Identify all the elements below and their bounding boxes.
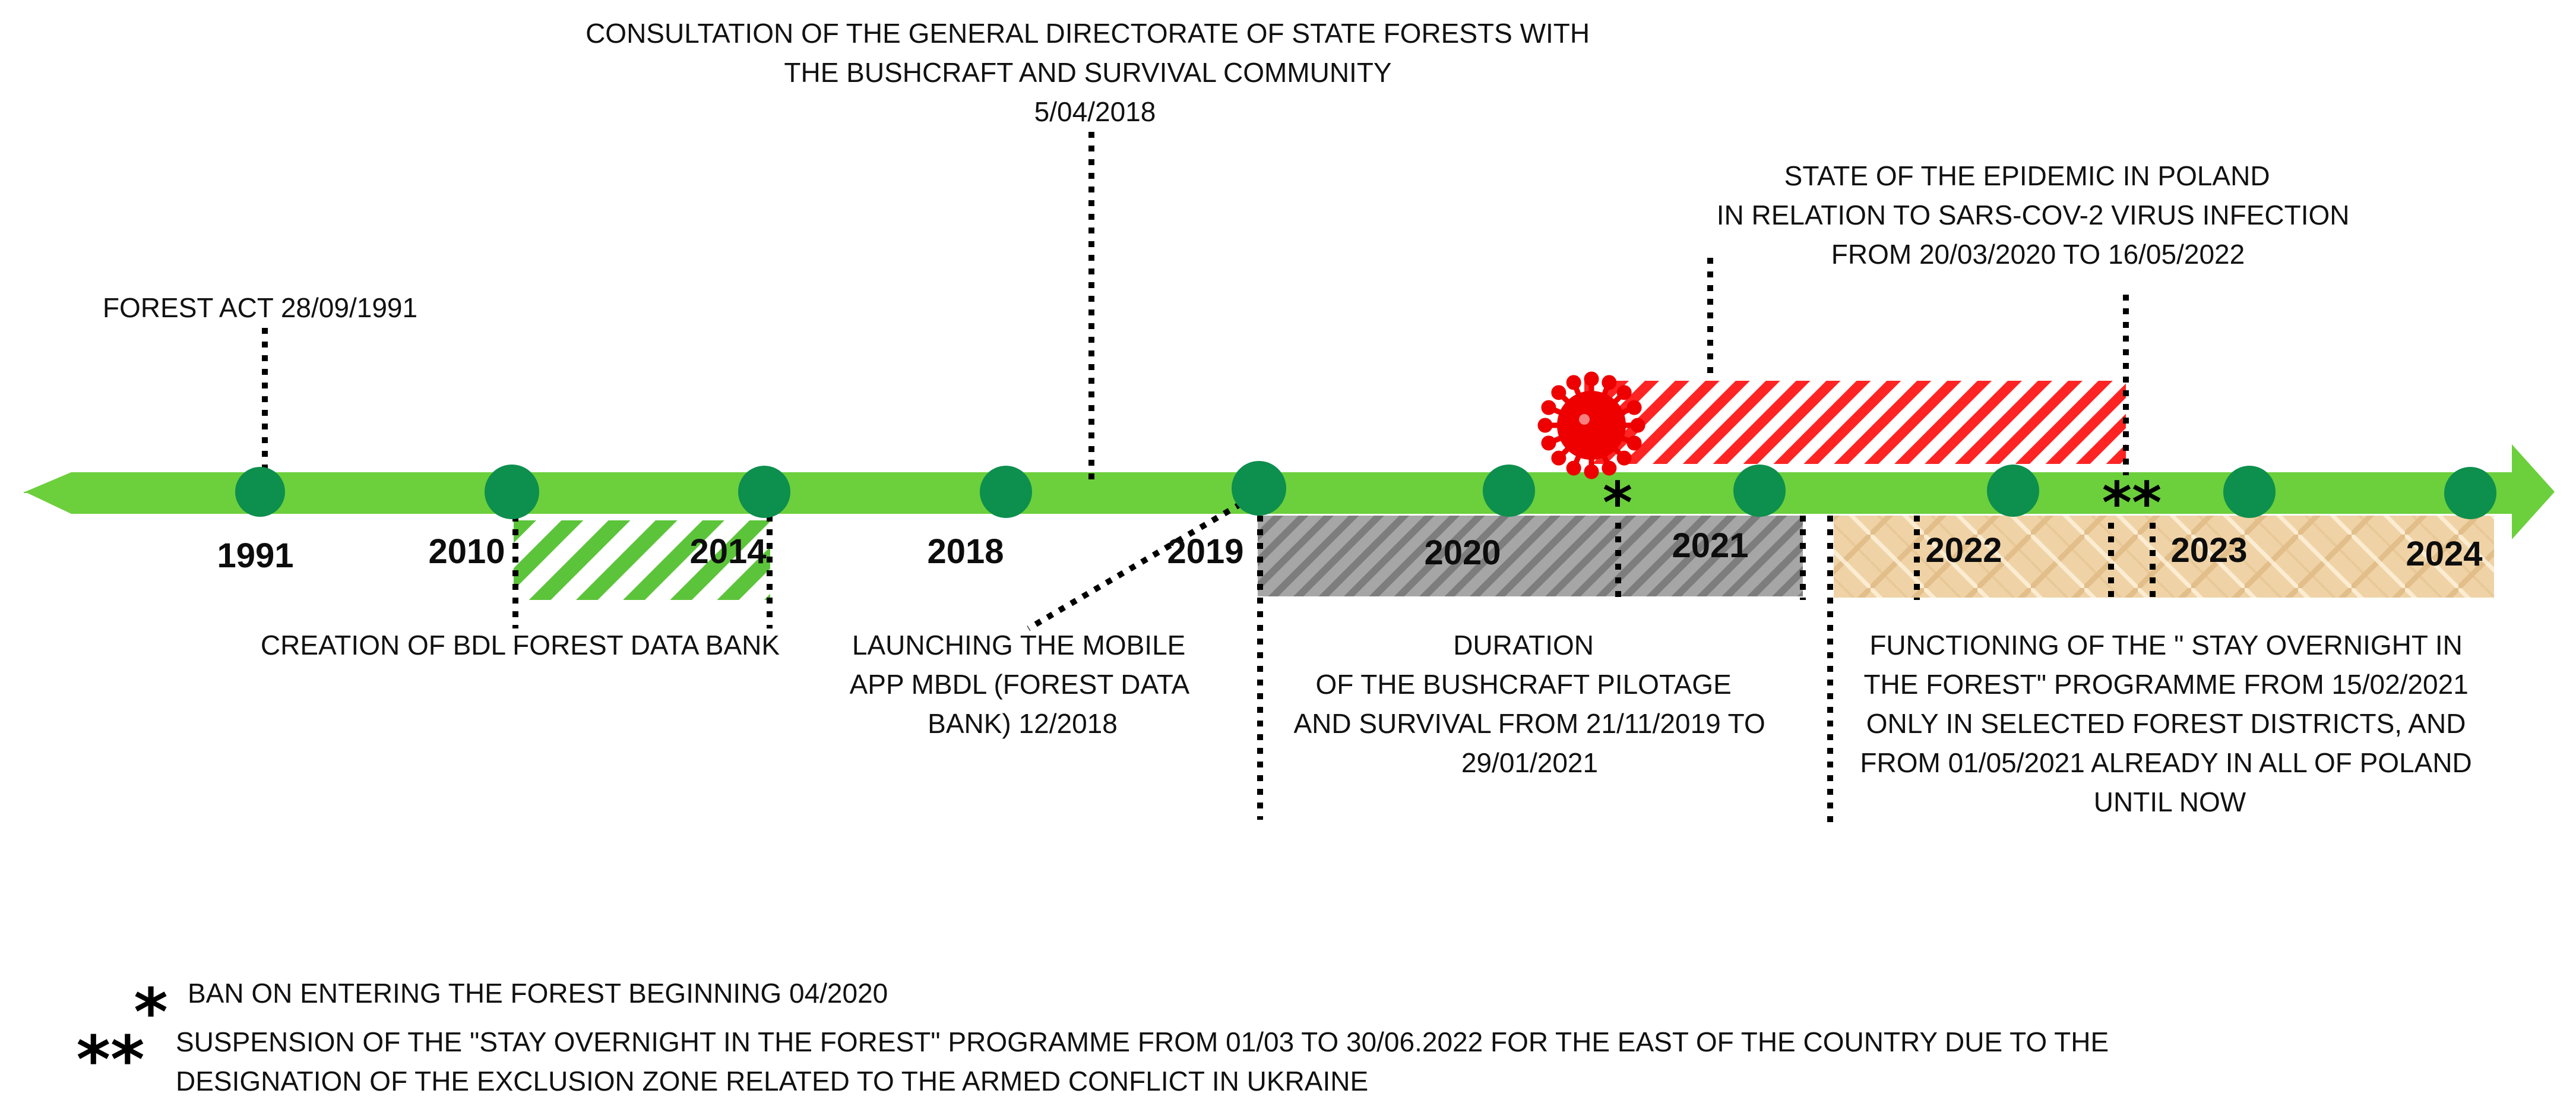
node-2023 <box>2223 466 2276 518</box>
footnote-single-symbol: * <box>134 974 168 1050</box>
epidemic-line: FROM 20/03/2020 TO 16/05/2022 <box>1831 239 2245 270</box>
epidemic-label: STATE OF THE EPIDEMIC IN POLAND IN RELAT… <box>1717 160 2357 270</box>
virus-spike-tip <box>1616 385 1632 400</box>
mobile-app-line: LAUNCHING THE MOBILE <box>852 630 1185 661</box>
virus-spike-tip <box>1584 371 1599 387</box>
virus-spike-tip <box>1566 460 1581 476</box>
virus-spike-tip <box>1541 435 1556 451</box>
mobile-app-line: APP MBDL (FOREST DATA <box>850 669 1190 700</box>
node-2022 <box>1987 465 2039 517</box>
virus-spike-tip <box>1602 375 1617 390</box>
virus-spike-tip <box>1626 400 1642 415</box>
pilotage-line: 29/01/2021 <box>1461 747 1598 778</box>
footnote-double-line: SUSPENSION OF THE "STAY OVERNIGHT IN THE… <box>176 1026 2109 1057</box>
virus-icon <box>1537 371 1645 479</box>
overnight-line: ONLY IN SELECTED FOREST DISTRICTS, AND <box>1866 708 2466 739</box>
consultation-label: CONSULTATION OF THE GENERAL DIRECTORATE … <box>586 18 1597 127</box>
overnight-label: FUNCTIONING OF THE " STAY OVERNIGHT IN T… <box>1860 630 2479 817</box>
overnight-line: FUNCTIONING OF THE " STAY OVERNIGHT IN <box>1869 630 2463 661</box>
bdl-label: CREATION OF BDL FOREST DATA BANK <box>261 630 780 661</box>
virus-spike-tip <box>1541 400 1556 415</box>
footnote-single-text: BAN ON ENTERING THE FOREST BEGINNING 04/… <box>188 978 888 1009</box>
virus-spike-tip <box>1537 418 1553 433</box>
ban-marker: * <box>1603 470 1632 536</box>
node-2010 <box>485 465 539 519</box>
forest-act-label: FOREST ACT 28/09/1991 <box>103 292 417 323</box>
node-2014 <box>738 466 790 518</box>
node-2020 <box>1483 465 1535 517</box>
overnight-line: FROM 01/05/2021 ALREADY IN ALL OF POLAND <box>1860 747 2471 778</box>
node-2024 <box>2444 467 2496 519</box>
year-label-2019: 2019 <box>1167 532 1243 571</box>
node-2018 <box>980 466 1032 518</box>
timeline-arrow-body <box>25 444 2555 539</box>
overnight-line: UNTIL NOW <box>2094 786 2246 817</box>
node-1991 <box>235 467 285 517</box>
year-label-2014: 2014 <box>689 532 766 571</box>
year-label-2024: 2024 <box>2406 535 2482 573</box>
year-label-2020: 2020 <box>1424 533 1501 572</box>
pilotage-period-bar <box>1258 516 1803 596</box>
epidemic-line: STATE OF THE EPIDEMIC IN POLAND <box>1784 160 2270 191</box>
virus-spike-tip <box>1602 460 1617 476</box>
consultation-line: THE BUSHCRAFT AND SURVIVAL COMMUNITY <box>784 57 1391 88</box>
suspension-marker: ** <box>2102 470 2162 536</box>
year-label-2023: 2023 <box>2170 531 2247 570</box>
pilotage-line: OF THE BUSHCRAFT PILOTAGE <box>1315 669 1731 700</box>
node-2021 <box>1733 465 1786 517</box>
virus-spike-tip <box>1626 435 1642 451</box>
overnight-period-bar <box>1834 516 2494 598</box>
overnight-line: THE FOREST" PROGRAMME FROM 15/02/2021 <box>1863 669 2468 700</box>
virus-spike-tip <box>1551 450 1567 466</box>
year-label-1991: 1991 <box>217 536 293 575</box>
footnote-double-text: SUSPENSION OF THE "STAY OVERNIGHT IN THE… <box>176 1026 2116 1097</box>
year-label-2018: 2018 <box>927 532 1004 571</box>
virus-spike-tip <box>1616 450 1632 466</box>
mobile-app-line: BANK) 12/2018 <box>928 708 1118 739</box>
footnote-double-symbol: ** <box>76 1022 144 1098</box>
consultation-line: CONSULTATION OF THE GENERAL DIRECTORATE … <box>586 18 1590 49</box>
virus-spike-tip <box>1630 418 1645 433</box>
pilotage-line: AND SURVIVAL FROM 21/11/2019 TO <box>1293 708 1765 739</box>
year-label-2022: 2022 <box>1925 531 2002 570</box>
epidemic-period-bar <box>1584 381 2126 464</box>
mobile-app-connector <box>1027 501 1243 631</box>
pilotage-line: DURATION <box>1453 630 1594 661</box>
virus-spike-tip <box>1584 464 1599 479</box>
node-2019 <box>1232 461 1286 516</box>
mobile-app-label: LAUNCHING THE MOBILE APP MBDL (FOREST DA… <box>850 630 1196 739</box>
bdl-period-bar <box>514 520 770 600</box>
pilotage-label: DURATION OF THE BUSHCRAFT PILOTAGE AND S… <box>1293 630 1773 778</box>
year-label-2010: 2010 <box>428 532 505 571</box>
consultation-date: 5/04/2018 <box>1034 96 1156 127</box>
virus-spike-tip <box>1551 385 1567 400</box>
year-label-2021: 2021 <box>1672 526 1748 565</box>
footnote-double-line: DESIGNATION OF THE EXCLUSION ZONE RELATE… <box>176 1066 1368 1097</box>
virus-spike-tip <box>1566 375 1581 390</box>
epidemic-line: IN RELATION TO SARS-COV-2 VIRUS INFECTIO… <box>1717 200 2350 230</box>
